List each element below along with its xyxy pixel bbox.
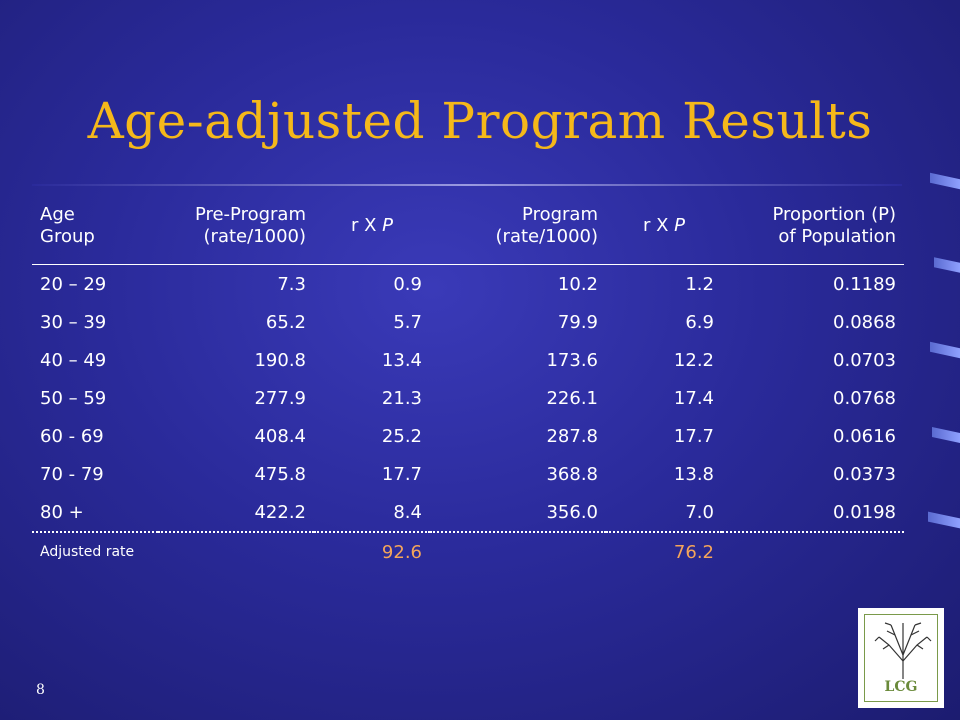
cell-pre-program: 408.4 bbox=[254, 425, 306, 447]
cell-age-group: 70 - 79 bbox=[40, 463, 104, 485]
cell-pre-program: 65.2 bbox=[265, 311, 306, 333]
cell-proportion: 0.1189 bbox=[833, 273, 896, 295]
header-age-group: Age Group bbox=[32, 188, 158, 265]
header-age-group-line1: Age bbox=[40, 204, 75, 225]
table-row: 50 – 59 277.9 21.3 226.1 17.4 0.0768 bbox=[32, 379, 904, 417]
cell-program: 287.8 bbox=[546, 425, 598, 447]
cell-age-group: 20 – 29 bbox=[40, 273, 107, 295]
header-program-line2: (rate/1000) bbox=[495, 226, 598, 247]
adjusted-rate-label: Adjusted rate bbox=[40, 544, 135, 560]
cell-proportion: 0.0703 bbox=[833, 349, 896, 371]
slide-title: Age-adjusted Program Results bbox=[87, 92, 873, 150]
header-pre-program-line1: Pre-Program bbox=[194, 204, 306, 225]
cell-age-group: 80 + bbox=[40, 501, 84, 523]
table-row: 30 – 39 65.2 5.7 79.9 6.9 0.0868 bbox=[32, 303, 904, 341]
cell-program: 368.8 bbox=[546, 463, 598, 485]
header-rxp-program: r X P bbox=[606, 188, 722, 265]
cell-rxp-pre: 17.7 bbox=[381, 463, 422, 485]
results-table: Age Group Pre-Program (rate/1000) r X P … bbox=[32, 188, 904, 571]
cell-rxp-pre: 0.9 bbox=[393, 273, 422, 295]
header-proportion: Proportion (P) of Population bbox=[722, 188, 904, 265]
cell-proportion: 0.0868 bbox=[833, 311, 896, 333]
cell-rxp-program: 12.2 bbox=[673, 349, 714, 371]
logo-text: LCG bbox=[884, 679, 918, 695]
cell-rxp-program: 17.7 bbox=[673, 425, 714, 447]
header-pre-program-line2: (rate/1000) bbox=[203, 226, 306, 247]
cell-program: 79.9 bbox=[557, 311, 598, 333]
page-number: 8 bbox=[36, 682, 45, 698]
cell-pre-program: 422.2 bbox=[254, 501, 306, 523]
right-edge-decoration bbox=[926, 170, 960, 570]
header-program-line1: Program bbox=[522, 204, 598, 225]
header-rxp-program-label: r X P bbox=[642, 215, 686, 236]
cell-proportion: 0.0768 bbox=[833, 387, 896, 409]
header-age-group-line2: Group bbox=[40, 226, 95, 247]
adjusted-rate-spacer bbox=[722, 532, 904, 571]
cell-program: 173.6 bbox=[546, 349, 598, 371]
cell-proportion: 0.0198 bbox=[833, 501, 896, 523]
cell-age-group: 50 – 59 bbox=[40, 387, 107, 409]
logo-frame: LCG bbox=[864, 614, 938, 702]
cell-rxp-pre: 8.4 bbox=[393, 501, 422, 523]
table-row: 60 - 69 408.4 25.2 287.8 17.7 0.0616 bbox=[32, 417, 904, 455]
cell-program: 356.0 bbox=[546, 501, 598, 523]
cell-program: 226.1 bbox=[546, 387, 598, 409]
header-program: Program (rate/1000) bbox=[430, 188, 606, 265]
header-pre-program: Pre-Program (rate/1000) bbox=[158, 188, 314, 265]
table-row: 70 - 79 475.8 17.7 368.8 13.8 0.0373 bbox=[32, 455, 904, 493]
cell-pre-program: 7.3 bbox=[277, 273, 306, 295]
cell-rxp-pre: 13.4 bbox=[381, 349, 422, 371]
cell-proportion: 0.0373 bbox=[833, 463, 896, 485]
title-divider bbox=[32, 184, 902, 186]
table-row: 80 + 422.2 8.4 356.0 7.0 0.0198 bbox=[32, 493, 904, 532]
adjusted-rate-row: Adjusted rate 92.6 76.2 bbox=[32, 532, 904, 571]
cell-rxp-program: 7.0 bbox=[685, 501, 714, 523]
adjusted-rate-pre: 92.6 bbox=[381, 541, 422, 563]
cell-age-group: 30 – 39 bbox=[40, 311, 107, 333]
header-rxp-pre: r X P bbox=[314, 188, 430, 265]
tree-icon bbox=[874, 622, 932, 679]
cell-rxp-pre: 21.3 bbox=[381, 387, 422, 409]
adjusted-rate-program: 76.2 bbox=[673, 541, 714, 563]
cell-rxp-pre: 5.7 bbox=[393, 311, 422, 333]
cell-rxp-program: 1.2 bbox=[685, 273, 714, 295]
table-header-row: Age Group Pre-Program (rate/1000) r X P … bbox=[32, 188, 904, 265]
table-row: 20 – 29 7.3 0.9 10.2 1.2 0.1189 bbox=[32, 265, 904, 304]
cell-pre-program: 190.8 bbox=[254, 349, 306, 371]
header-proportion-line1: Proportion (P) bbox=[772, 204, 897, 225]
cell-proportion: 0.0616 bbox=[833, 425, 896, 447]
cell-age-group: 40 – 49 bbox=[40, 349, 107, 371]
adjusted-rate-spacer bbox=[430, 532, 606, 571]
cell-rxp-pre: 25.2 bbox=[381, 425, 422, 447]
cell-pre-program: 475.8 bbox=[254, 463, 306, 485]
cell-rxp-program: 6.9 bbox=[685, 311, 714, 333]
cell-rxp-program: 13.8 bbox=[673, 463, 714, 485]
header-proportion-line2: of Population bbox=[778, 226, 896, 247]
header-rxp-pre-label: r X P bbox=[350, 215, 394, 236]
cell-rxp-program: 17.4 bbox=[673, 387, 714, 409]
cell-program: 10.2 bbox=[557, 273, 598, 295]
cell-age-group: 60 - 69 bbox=[40, 425, 104, 447]
lcg-logo: LCG bbox=[858, 608, 944, 708]
table-row: 40 – 49 190.8 13.4 173.6 12.2 0.0703 bbox=[32, 341, 904, 379]
cell-pre-program: 277.9 bbox=[254, 387, 306, 409]
